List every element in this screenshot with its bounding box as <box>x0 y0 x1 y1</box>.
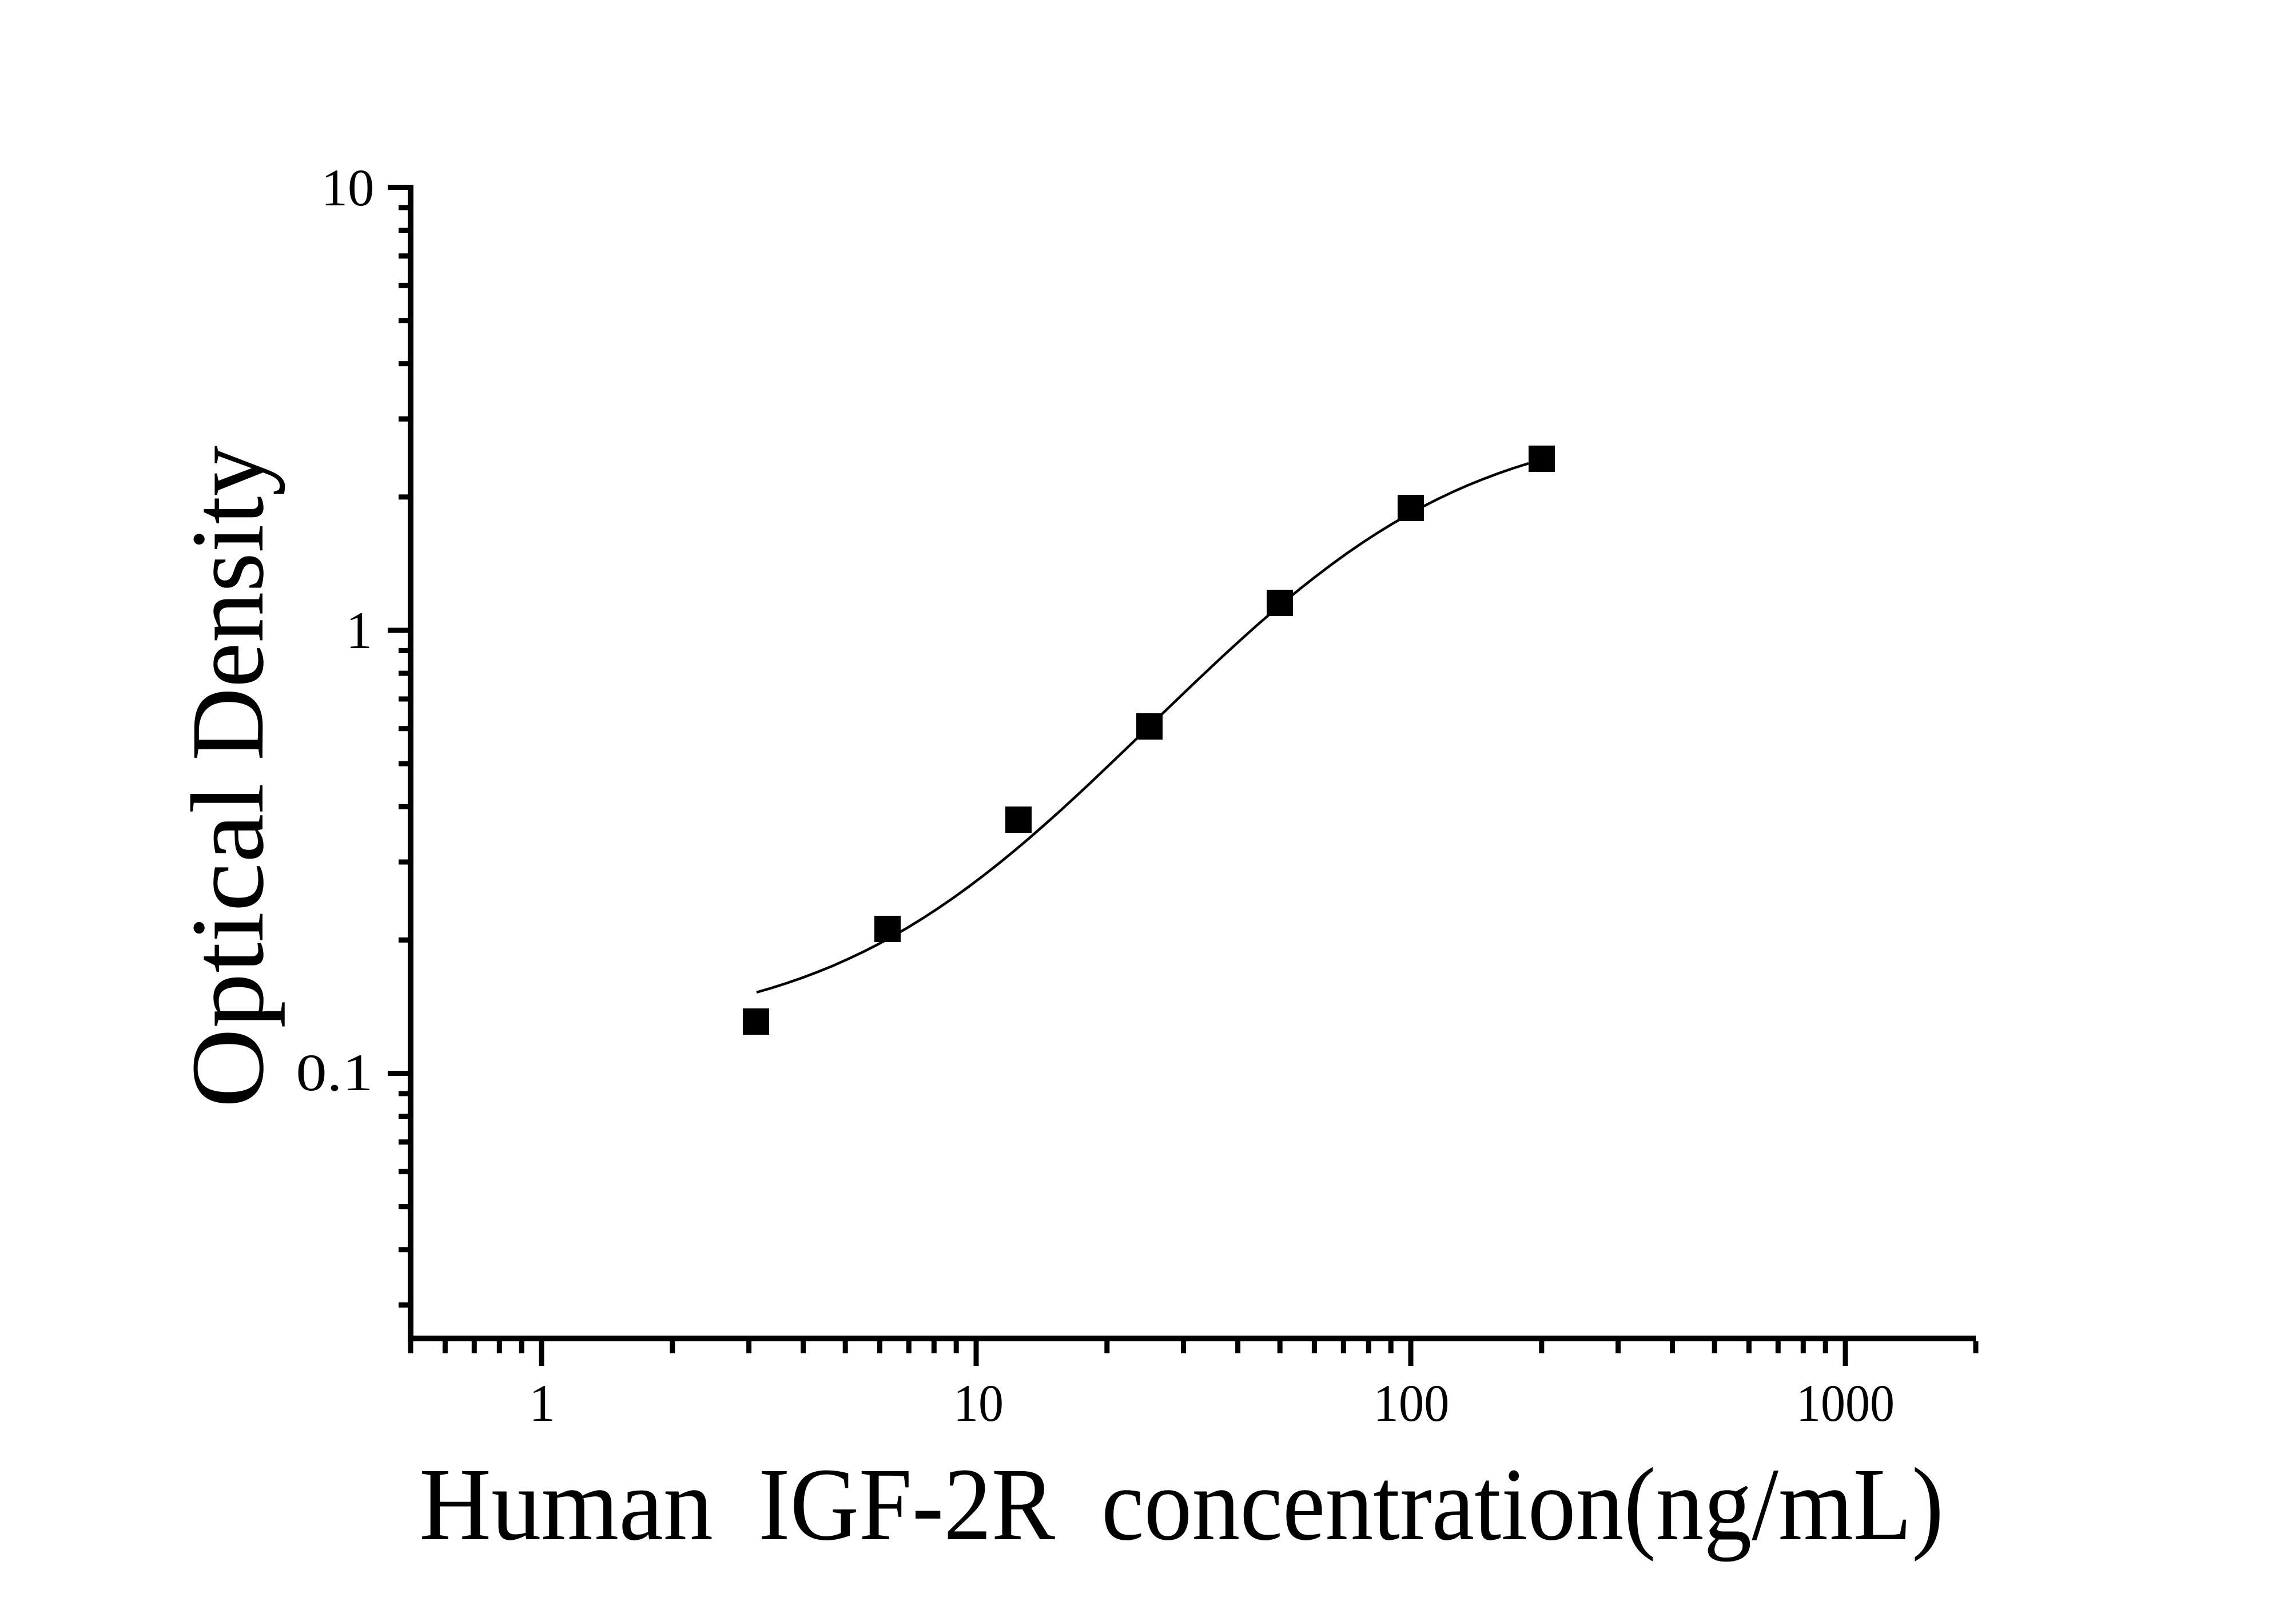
svg-text:10: 10 <box>321 158 375 217</box>
svg-text:1: 1 <box>346 601 372 660</box>
svg-text:Optical: Optical <box>170 783 285 1108</box>
svg-text:1000: 1000 <box>1796 1374 1895 1432</box>
svg-text:100: 100 <box>1374 1374 1450 1432</box>
svg-text:Human: Human <box>419 1447 713 1562</box>
svg-text:IGF-2R: IGF-2R <box>758 1447 1056 1562</box>
svg-text:0.1: 0.1 <box>296 1043 373 1102</box>
svg-text:1: 1 <box>529 1374 555 1432</box>
svg-text:10: 10 <box>953 1374 1004 1432</box>
svg-text:concentration(ng/mL): concentration(ng/mL) <box>1101 1447 1944 1562</box>
svg-text:Density: Density <box>170 446 285 761</box>
